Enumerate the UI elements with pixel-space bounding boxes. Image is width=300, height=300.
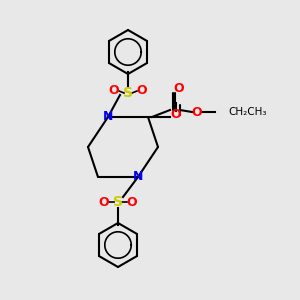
Text: O: O bbox=[171, 109, 181, 122]
Text: O: O bbox=[192, 106, 202, 118]
Text: O: O bbox=[137, 85, 147, 98]
Text: O: O bbox=[99, 196, 109, 208]
Text: O: O bbox=[174, 82, 184, 95]
Text: O: O bbox=[127, 196, 137, 208]
Text: S: S bbox=[123, 86, 133, 100]
Text: S: S bbox=[113, 195, 123, 209]
Text: N: N bbox=[103, 110, 113, 124]
Text: N: N bbox=[133, 170, 143, 184]
Text: O: O bbox=[109, 85, 119, 98]
Text: CH₂CH₃: CH₂CH₃ bbox=[228, 107, 266, 117]
